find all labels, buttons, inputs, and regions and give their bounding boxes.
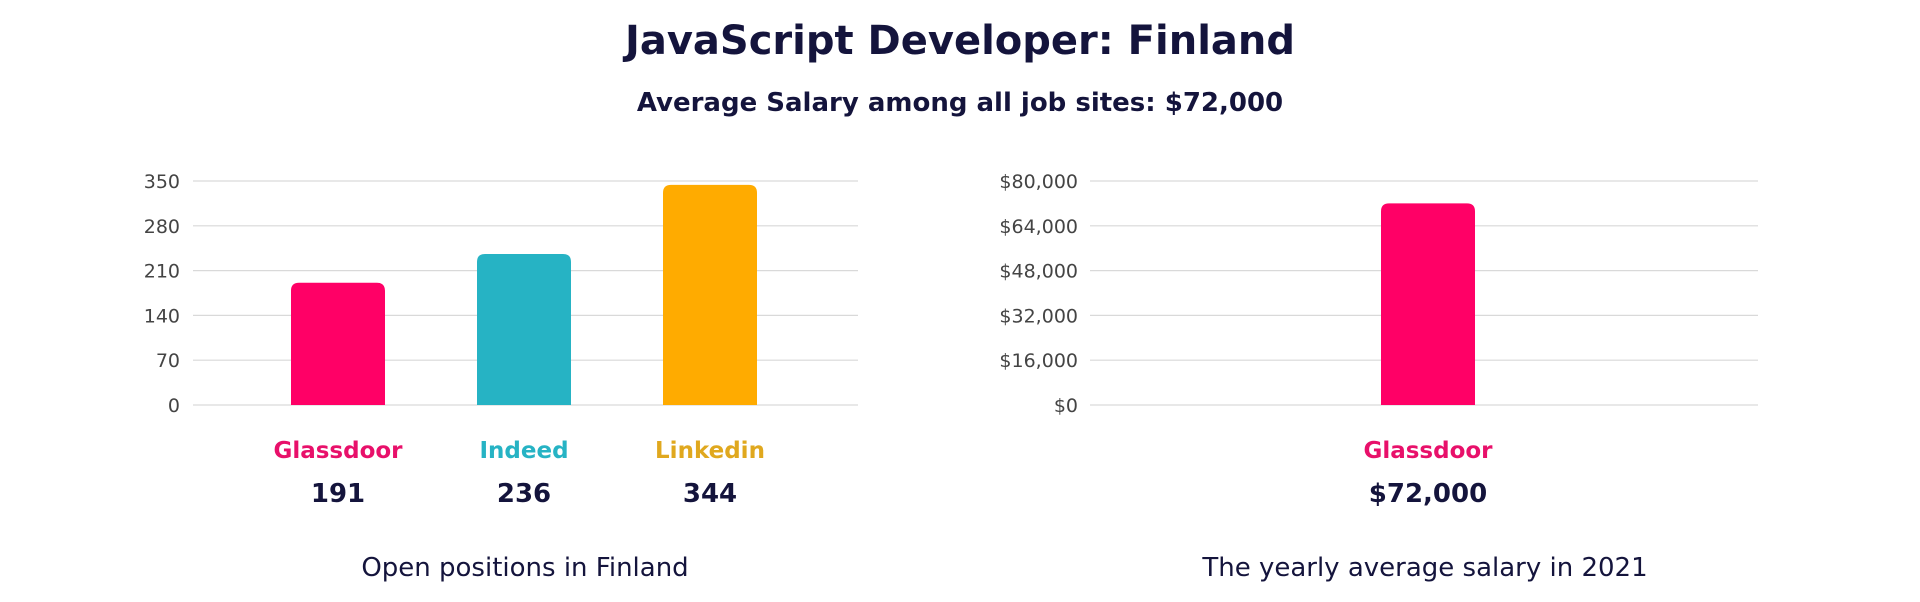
salary-y-tick-label: $64,000: [999, 216, 1078, 238]
positions-y-tick-label: 140: [144, 305, 180, 327]
positions-chart-caption: Open positions in Finland: [361, 553, 689, 583]
positions-category-label: Indeed: [479, 438, 568, 464]
salary-bar-glassdoor: [1381, 203, 1475, 405]
positions-bar-indeed: [477, 253, 571, 405]
salary-y-tick-label: $80,000: [999, 171, 1078, 193]
positions-value-label: 344: [683, 479, 737, 509]
salary-value-label: $72,000: [1369, 479, 1487, 509]
positions-category-label: Linkedin: [655, 438, 765, 464]
salary-category-label: Glassdoor: [1363, 438, 1493, 464]
salary-chart-caption: The yearly average salary in 2021: [1202, 553, 1648, 583]
positions-y-tick-label: 0: [168, 395, 180, 417]
page-subtitle: Average Salary among all job sites: $72,…: [636, 88, 1284, 118]
page-title: JavaScript Developer: Finland: [624, 18, 1296, 64]
positions-y-tick-label: 280: [144, 216, 180, 238]
positions-value-label: 191: [311, 479, 365, 509]
salary-y-tick-label: $48,000: [999, 261, 1078, 283]
positions-bar-glassdoor: [291, 282, 385, 405]
positions-y-tick-label: 350: [144, 171, 180, 193]
positions-y-tick-label: 210: [144, 261, 180, 283]
salary-y-tick-label: $16,000: [999, 350, 1078, 372]
salary-y-tick-label: $32,000: [999, 305, 1078, 327]
positions-y-tick-label: 70: [156, 350, 180, 372]
positions-value-label: 236: [497, 479, 551, 509]
positions-bar-linkedin: [663, 184, 757, 405]
positions-category-label: Glassdoor: [273, 438, 403, 464]
salary-y-tick-label: $0: [1054, 395, 1078, 417]
